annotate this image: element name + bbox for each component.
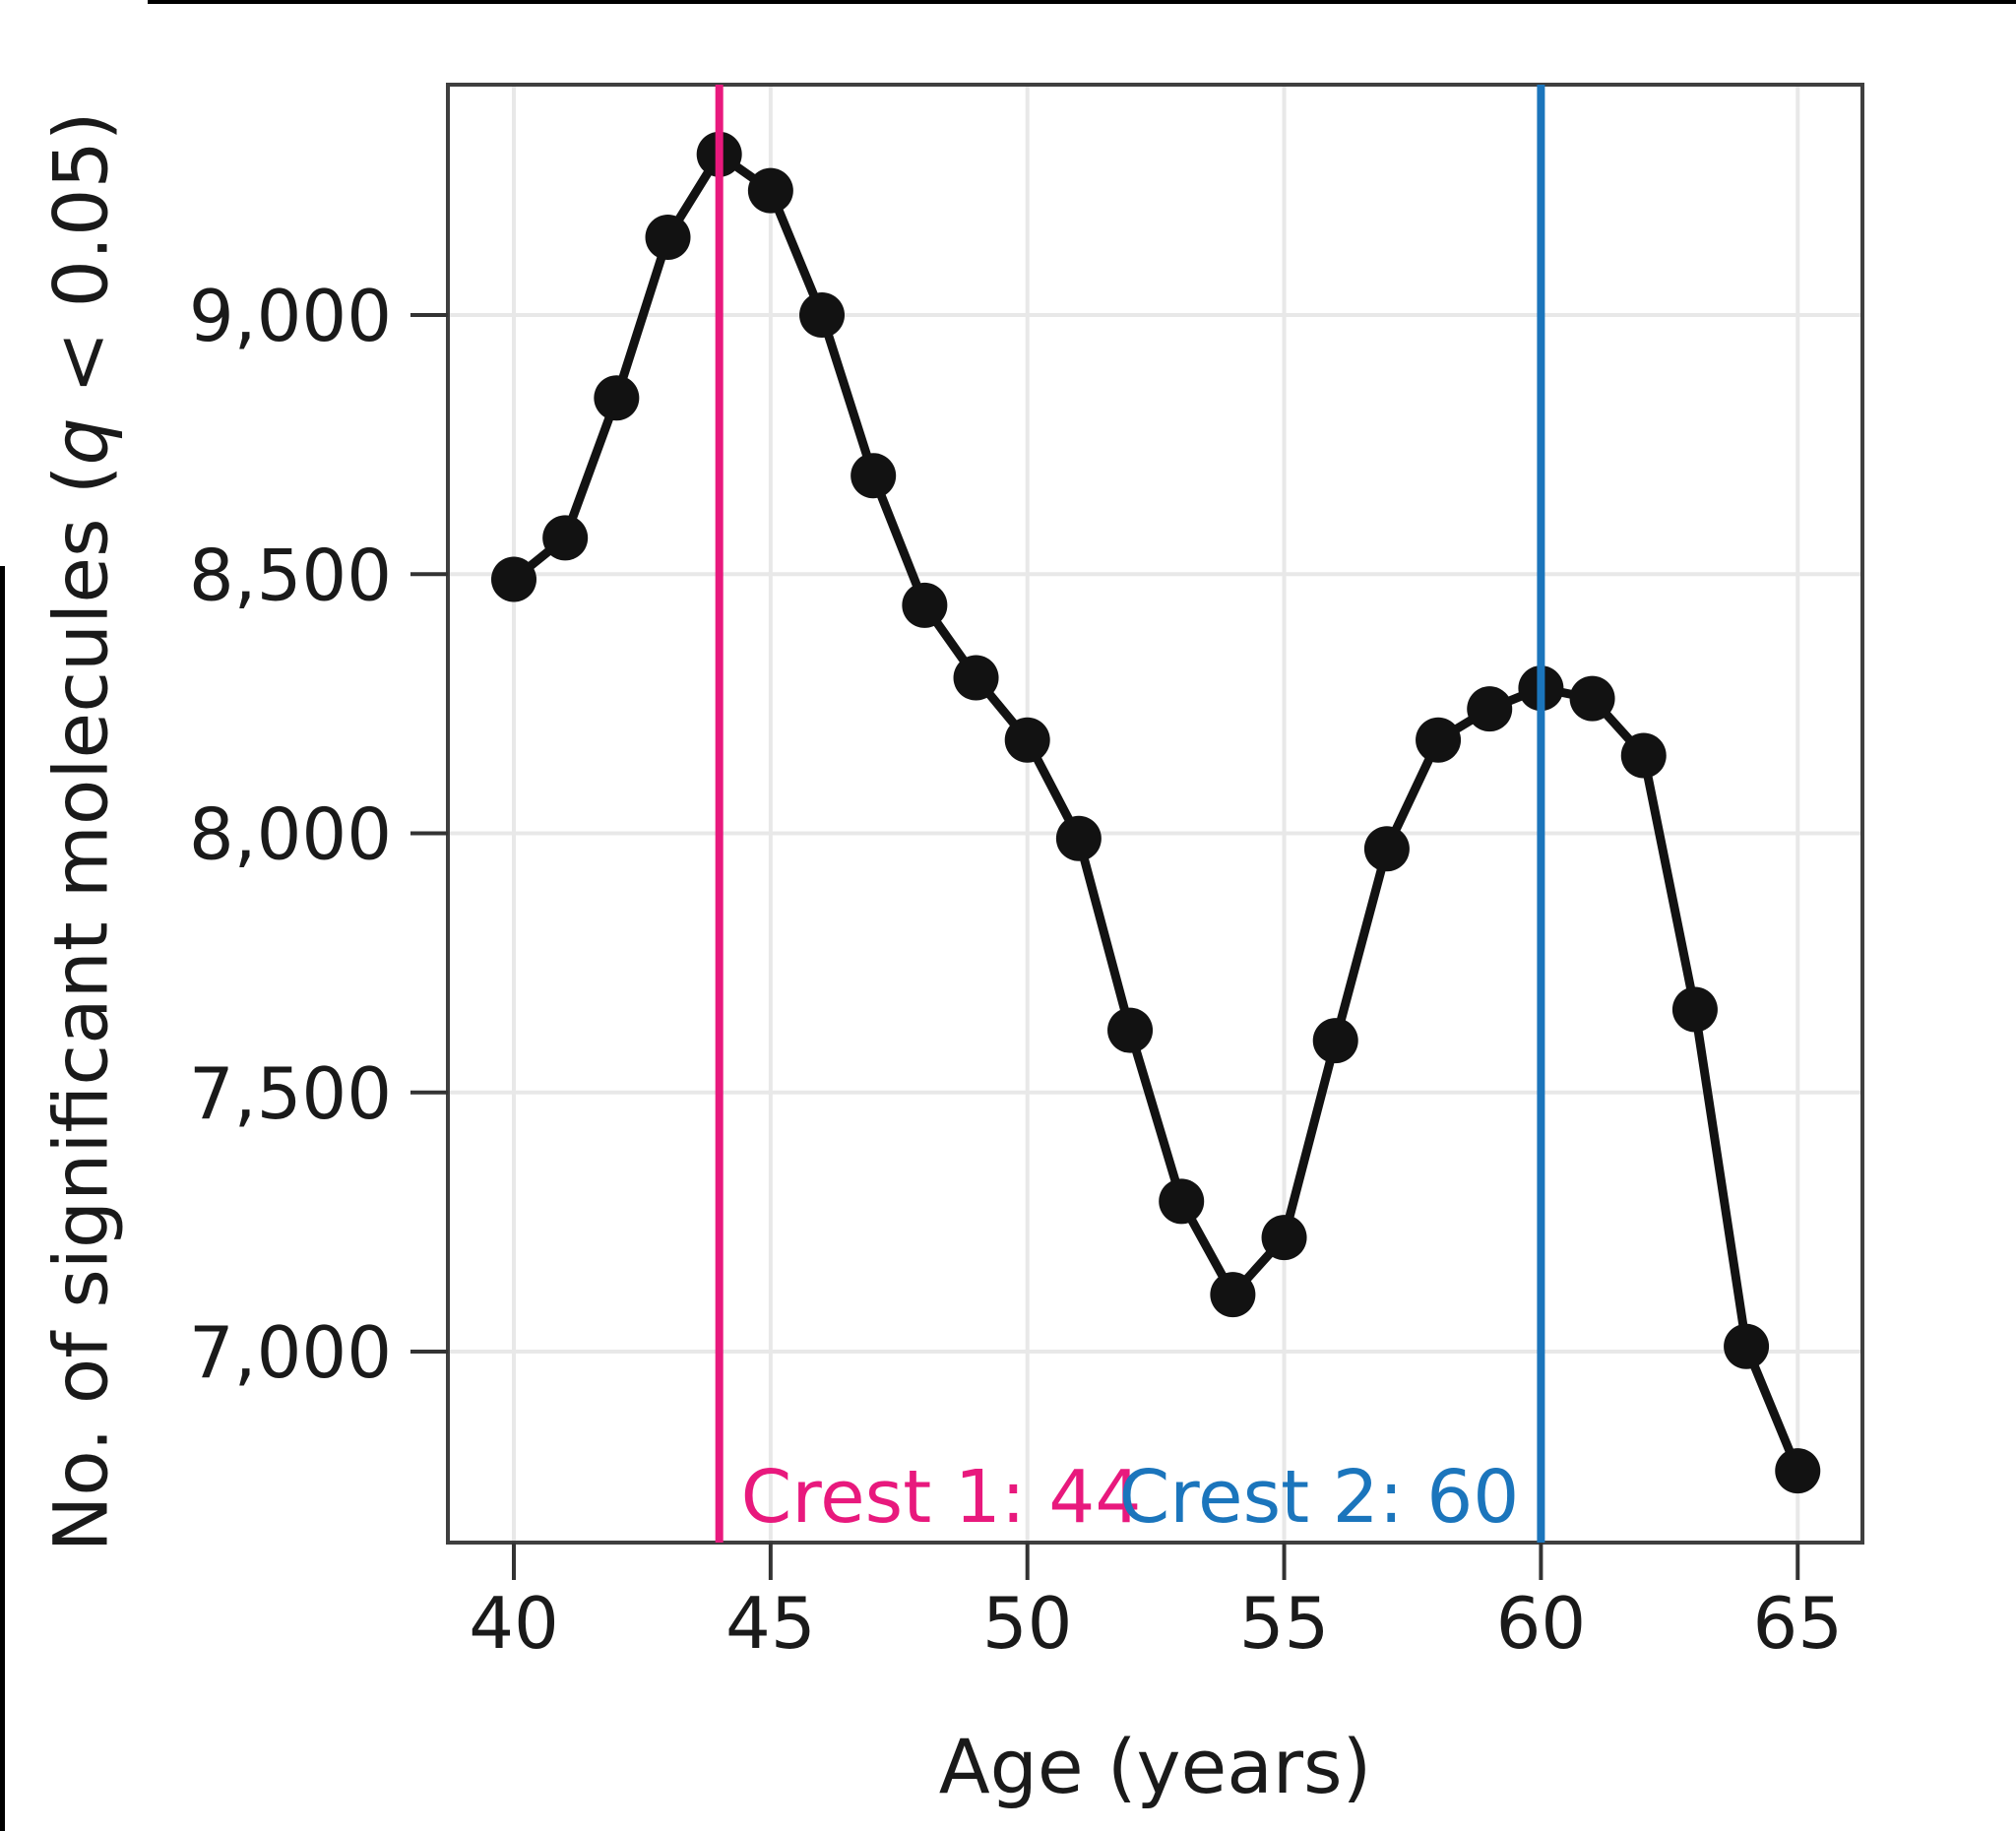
plot-frame [446, 83, 1864, 1545]
left-edge-line [0, 566, 5, 1831]
data-point [1775, 1448, 1821, 1494]
x-tick-label: 55 [1239, 1582, 1330, 1665]
x-tick-label: 40 [469, 1582, 559, 1665]
data-point [542, 515, 589, 561]
ylabel-italic-q: q [36, 417, 125, 466]
data-point [1312, 1018, 1358, 1064]
data-point [1467, 686, 1513, 732]
x-tick-label: 45 [725, 1582, 816, 1665]
data-point [1363, 826, 1410, 872]
data-point [1004, 717, 1050, 763]
data-point [491, 556, 536, 602]
data-point [1724, 1323, 1770, 1369]
y-tick-label: 8,500 [189, 534, 392, 616]
x-axis-title: Age (years) [938, 1723, 1372, 1810]
top-edge-line [148, 0, 2016, 4]
data-point [1569, 675, 1615, 722]
x-tick-label: 50 [982, 1582, 1073, 1665]
y-tick-label: 7,000 [189, 1311, 392, 1394]
y-tick-label: 8,000 [189, 793, 392, 876]
y-tick-label: 9,000 [189, 275, 392, 357]
data-point [1210, 1272, 1256, 1318]
data-line [509, 150, 1802, 1476]
data-point [902, 582, 948, 628]
crest-2-label: Crest 2: 60 [1118, 1455, 1520, 1540]
data-point [1620, 732, 1667, 779]
data-point [850, 453, 897, 499]
y-tick-label: 7,500 [189, 1052, 392, 1135]
x-tick-label: 65 [1752, 1582, 1843, 1665]
data-point [1671, 986, 1718, 1033]
data-point [1159, 1178, 1205, 1225]
x-tick-label: 60 [1496, 1582, 1587, 1665]
crest-1-label: Crest 1: 44 [740, 1455, 1142, 1540]
data-point [1055, 815, 1102, 861]
data-point [747, 167, 793, 214]
data-point [953, 655, 999, 701]
data-point [1261, 1215, 1307, 1261]
data-point [1107, 1007, 1154, 1053]
y-axis-title: No. of significant molecules (q < 0.05) [36, 111, 125, 1552]
data-point [1416, 717, 1462, 763]
data-point [799, 292, 846, 338]
data-point [594, 375, 640, 421]
data-point [645, 215, 691, 261]
